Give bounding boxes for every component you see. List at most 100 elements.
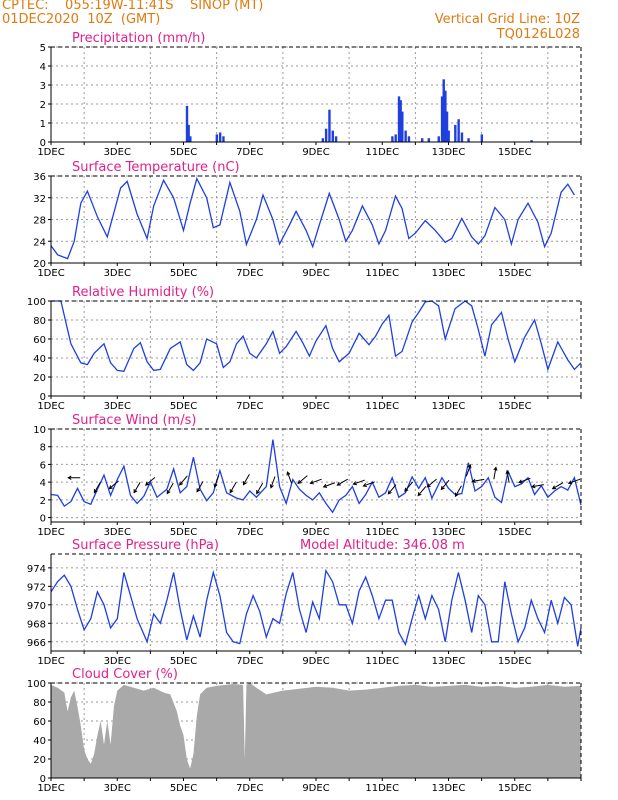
x-tick-label: 11DEC: [365, 527, 399, 538]
y-tick-label: 80: [33, 316, 46, 327]
wind-arrow: [531, 484, 544, 489]
wind-arrow: [465, 464, 472, 477]
wind-arrow: [196, 481, 204, 493]
x-tick-label: 9DEC: [302, 401, 329, 412]
x-tick-label: 11DEC: [365, 268, 399, 279]
y-tick-label: 2: [40, 496, 46, 507]
panel-title: Surface Wind (m/s): [72, 413, 196, 428]
wind-arrow: [322, 482, 336, 488]
x-tick-label: 5DEC: [170, 527, 197, 538]
x-tick-label: 7DEC: [236, 401, 263, 412]
x-tick-label: 5DEC: [170, 401, 197, 412]
x-tick-label: 13DEC: [432, 656, 466, 667]
wind-arrow: [144, 477, 156, 486]
x-tick-label: 5DEC: [170, 147, 197, 158]
wind-arrow: [309, 478, 322, 485]
x-tick-label: 15DEC: [498, 147, 532, 158]
x-tick-label: 13DEC: [432, 401, 466, 412]
wind-arrow: [133, 482, 141, 494]
x-tick-label: 1DEC: [37, 268, 64, 279]
y-tick-label: 80: [33, 698, 46, 709]
precip-bar: [334, 136, 338, 142]
precip-bar: [437, 136, 440, 142]
x-tick-label: 3DEC: [104, 147, 131, 158]
x-tick-label: 15DEC: [498, 401, 532, 412]
wind-arrow: [108, 480, 119, 490]
y-tick-label: 970: [27, 601, 46, 612]
wind-arrow: [178, 475, 188, 486]
x-tick-label: 11DEC: [365, 656, 399, 667]
precip-bar: [222, 136, 225, 142]
panel-title: Relative Humidity (%): [72, 285, 214, 300]
x-tick-label: 11DEC: [365, 147, 399, 158]
wind-arrow: [387, 484, 397, 495]
precip-bar: [427, 138, 431, 142]
y-tick-label: 4: [40, 478, 46, 489]
y-tick-label: 36: [33, 172, 46, 183]
x-tick-label: 7DEC: [236, 656, 263, 667]
y-tick-label: 60: [33, 335, 46, 346]
wind-arrow: [242, 474, 250, 486]
x-tick-label: 3DEC: [104, 783, 131, 794]
x-tick-label: 5DEC: [170, 656, 197, 667]
x-tick-label: 1DEC: [37, 401, 64, 412]
x-tick-label: 1DEC: [37, 656, 64, 667]
x-tick-label: 13DEC: [432, 527, 466, 538]
wind-arrow: [404, 481, 413, 492]
x-tick-label: 7DEC: [236, 527, 263, 538]
x-tick-label: 15DEC: [498, 268, 532, 279]
panel-title: Surface Temperature (nC): [72, 160, 240, 175]
precip-bar: [467, 138, 470, 142]
x-tick-label: 9DEC: [302, 527, 329, 538]
y-tick-label: 20: [33, 755, 46, 766]
x-tick-label: 11DEC: [365, 783, 399, 794]
header-station: CPTEC: 055:19W-11:41S SINOP (MT): [2, 0, 264, 13]
wind-arrow: [454, 485, 462, 498]
y-tick-label: 6: [40, 460, 46, 471]
x-tick-label: 7DEC: [236, 783, 263, 794]
panel-title: Precipitation (mm/h): [72, 31, 205, 46]
x-tick-label: 13DEC: [432, 147, 466, 158]
y-tick-label: 0: [40, 392, 46, 403]
wind-arrow: [336, 478, 348, 486]
precip-bar: [444, 90, 447, 142]
y-tick-label: 100: [27, 679, 46, 690]
x-tick-label: 3DEC: [104, 656, 131, 667]
x-tick-label: 15DEC: [498, 527, 532, 538]
precip-bar: [331, 130, 334, 142]
precip-bar: [185, 105, 189, 142]
y-tick-label: 972: [27, 582, 46, 593]
x-tick-label: 3DEC: [104, 268, 131, 279]
precip-bar: [454, 124, 457, 142]
y-tick-label: 3: [40, 81, 46, 92]
series-line: [50, 568, 582, 647]
x-tick-label: 9DEC: [302, 783, 329, 794]
precip-bar: [397, 96, 401, 142]
wind-arrow: [213, 475, 220, 488]
precip-bar: [480, 134, 484, 142]
precip-bar: [399, 100, 402, 142]
wind-arrow: [256, 482, 264, 495]
wind-arrow: [297, 475, 308, 485]
x-tick-label: 3DEC: [104, 401, 131, 412]
series-line: [50, 439, 582, 514]
wind-arrow: [471, 478, 485, 484]
x-tick-label: 13DEC: [432, 268, 466, 279]
precip-bar: [215, 134, 219, 142]
y-tick-label: 100: [27, 297, 46, 308]
y-tick-label: 0: [40, 138, 46, 149]
y-tick-label: 32: [33, 194, 46, 205]
precip-bar: [404, 130, 407, 142]
precip-bar: [407, 136, 411, 142]
y-tick-label: 60: [33, 717, 46, 728]
x-tick-label: 7DEC: [236, 268, 263, 279]
x-tick-label: 5DEC: [170, 783, 197, 794]
x-tick-label: 5DEC: [170, 268, 197, 279]
y-tick-label: 968: [27, 619, 46, 630]
y-tick-label: 4: [40, 62, 46, 73]
y-tick-label: 8: [40, 443, 46, 454]
wind-arrow: [426, 478, 437, 488]
wind-arrow: [93, 482, 101, 494]
precip-bar: [187, 124, 190, 142]
